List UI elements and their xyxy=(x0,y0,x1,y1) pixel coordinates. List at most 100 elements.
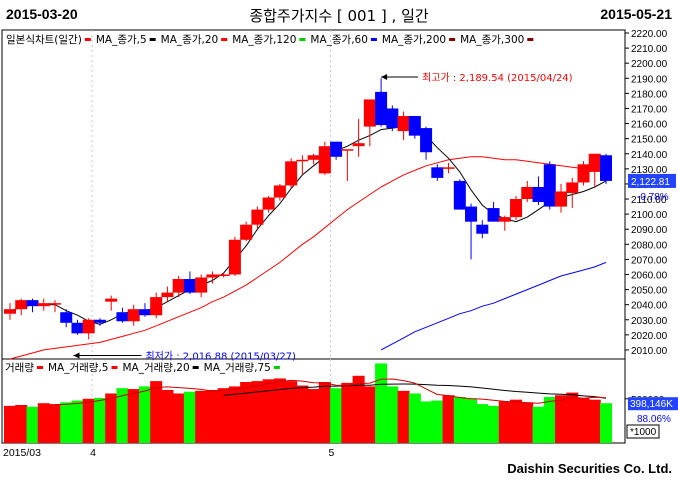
candle-body xyxy=(352,143,365,147)
volume-bar xyxy=(240,381,253,443)
candle-body xyxy=(431,167,444,178)
candle-body xyxy=(150,297,163,316)
ma60-line xyxy=(380,261,607,351)
volume-legend-label: MA_거래량,5 xyxy=(48,362,109,374)
volume-bar xyxy=(71,400,84,443)
volume-bar xyxy=(183,391,196,443)
candle-body xyxy=(93,319,106,323)
candle-body xyxy=(408,116,421,136)
price-axis-tick-label: 2170.00 xyxy=(631,104,668,115)
volume-bar xyxy=(408,393,421,443)
candle-body xyxy=(487,208,500,222)
price-axis-tick-label: 2190.00 xyxy=(631,74,668,85)
volume-bar xyxy=(577,397,590,443)
candle-body xyxy=(262,197,275,210)
volume-bar xyxy=(262,379,275,443)
price-legend-swatch xyxy=(84,38,91,41)
candle-body xyxy=(363,99,376,127)
volume-bar xyxy=(465,398,478,443)
volume-legend-swatch xyxy=(192,366,199,369)
volume-bar xyxy=(307,389,320,443)
volume-bar xyxy=(161,389,174,443)
candle-body xyxy=(228,239,241,275)
volume-bar xyxy=(375,363,388,443)
volume-bar xyxy=(532,406,545,443)
price-legend-label: MA_종가,60 xyxy=(310,34,368,46)
candle-body xyxy=(600,155,612,181)
candle-body xyxy=(105,298,118,302)
volume-bar xyxy=(127,389,140,443)
candle-body xyxy=(127,309,140,322)
price-legend-label: MA_종가,200 xyxy=(382,34,446,46)
candle-body xyxy=(588,153,601,172)
price-legend-swatch xyxy=(221,38,228,41)
candle-body xyxy=(161,292,174,298)
candle-body xyxy=(465,206,478,222)
volume-legend-swatch xyxy=(111,366,118,369)
volume-bar xyxy=(453,397,466,443)
volume-title: 거래량 xyxy=(5,362,34,374)
price-axis-tick-label: 2110.00 xyxy=(631,195,667,206)
candle-body xyxy=(375,91,388,126)
candle-body xyxy=(82,319,95,334)
volume-bar xyxy=(487,405,500,443)
volume-bar xyxy=(566,392,579,443)
candle-body xyxy=(330,141,343,157)
volume-bar xyxy=(150,381,163,443)
volume-ma5-line xyxy=(54,378,607,406)
volume-bar xyxy=(352,375,365,443)
volume-bar xyxy=(93,397,106,443)
volume-bar xyxy=(82,398,95,443)
volume-bar xyxy=(476,404,489,443)
volume-ma20-line xyxy=(223,383,607,399)
volume-unit-label: *1000 xyxy=(630,427,657,438)
volume-bar xyxy=(116,388,129,443)
price-legend-label: MA_종가,5 xyxy=(96,34,147,46)
price-axis-tick-label: 2050.00 xyxy=(631,286,668,297)
ma20-line xyxy=(9,156,607,360)
price-legend-swatch xyxy=(370,38,377,41)
volume-bar xyxy=(37,403,50,443)
volume-bar xyxy=(251,381,264,443)
change-percent-label: -0.78% xyxy=(637,192,669,203)
x-axis-label: 5 xyxy=(328,447,334,459)
candle-body xyxy=(543,164,556,207)
candle-body xyxy=(510,199,523,218)
price-axis-tick-label: 2210.00 xyxy=(631,44,668,55)
volume-bar xyxy=(431,400,444,443)
volume-legend-label: MA_거래량,75 xyxy=(204,362,271,374)
candle-body xyxy=(285,161,298,186)
price-axis-tick-label: 2010.00 xyxy=(631,346,668,357)
highest-price-annotation: 최고가 : 2,189.54 (2015/04/24) xyxy=(422,72,573,84)
price-axis-tick-label: 2040.00 xyxy=(631,301,668,312)
volume-bar xyxy=(296,385,309,443)
volume-bar xyxy=(138,386,151,443)
candle-body xyxy=(273,185,286,198)
price-legend-swatch xyxy=(527,38,534,41)
volume-bar xyxy=(498,401,511,443)
volume-bar xyxy=(318,381,331,443)
candle-body xyxy=(48,303,61,305)
volume-bar xyxy=(420,401,433,443)
price-axis-tick-label: 2140.00 xyxy=(631,150,668,161)
price-legend-label: MA_종가,300 xyxy=(460,34,524,46)
volume-bar xyxy=(172,393,185,443)
last-price-label: 2,122.81 xyxy=(631,177,670,188)
candle-body xyxy=(532,186,545,203)
x-axis-label: 2015/03 xyxy=(3,447,41,459)
candle-body xyxy=(37,303,50,307)
candle-body xyxy=(26,300,39,307)
volume-bar xyxy=(521,402,534,443)
last-volume-box xyxy=(628,397,678,411)
price-axis-tick-label: 2180.00 xyxy=(631,89,668,100)
volume-bar xyxy=(48,404,61,443)
volume-bar xyxy=(588,399,601,443)
lowest-price-annotation: 최저가 : 2,016.88 (2015/03/27) xyxy=(145,351,296,363)
candle-body xyxy=(521,186,534,200)
chart-title: 종합주가지수 [ 001 ] , 일간 xyxy=(249,7,429,25)
volume-bar xyxy=(386,386,399,443)
last-volume-label: 398,146K xyxy=(630,399,673,410)
brand-footer: Daishin Securities Co. Ltd. xyxy=(507,461,672,476)
candle-body xyxy=(251,209,264,225)
